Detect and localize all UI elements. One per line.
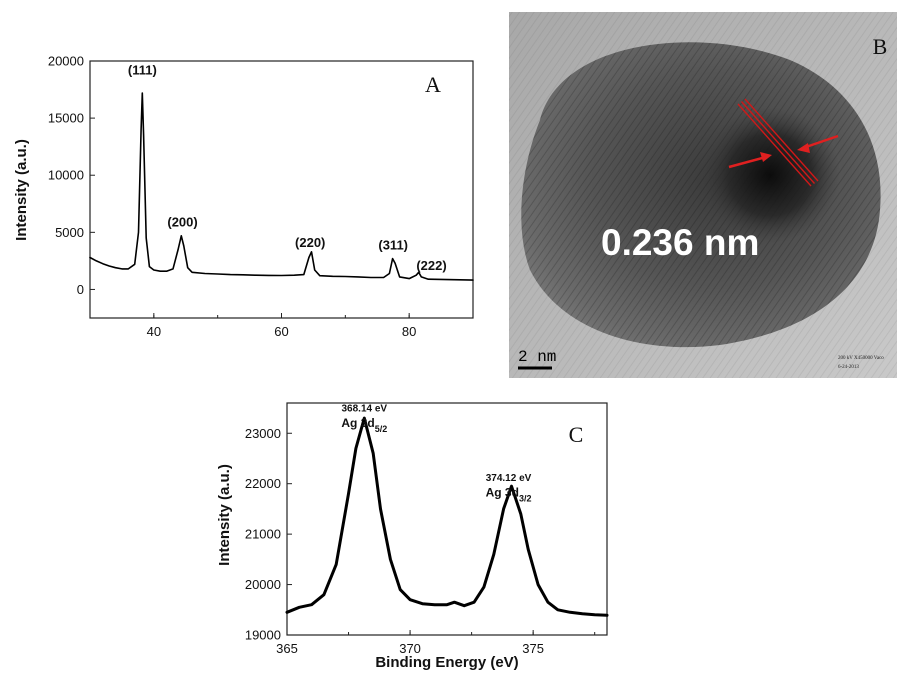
xrd-peak-labels: (111) (200) (220) (311) (222) xyxy=(128,63,447,273)
tem-image: 0.236 nm 2 nm 200 kV X450000 Vaco 6-24-2… xyxy=(509,12,897,378)
y-tick-label: 21000 xyxy=(245,527,281,542)
x-tick-label: 375 xyxy=(522,641,544,656)
y-tick-label: 20000 xyxy=(48,54,84,69)
peak-label: 374.12 eV xyxy=(486,473,532,484)
peak-label: Ag 3d3/2 xyxy=(486,485,532,503)
xps-plot-frame xyxy=(286,402,608,636)
x-tick-label: 40 xyxy=(147,324,161,339)
peak-label: Ag 3d5/2 xyxy=(341,416,387,434)
y-tick-label: 23000 xyxy=(245,426,281,441)
series-line xyxy=(285,416,609,617)
x-tick-label: 60 xyxy=(274,324,288,339)
xrd-y-axis-label: Intensity (a.u.) xyxy=(13,139,30,241)
y-tick-label: 15000 xyxy=(48,111,84,126)
y-tick-label: 22000 xyxy=(245,476,281,491)
xps-y-axis-label: Intensity (a.u.) xyxy=(216,464,233,566)
x-tick-label: 365 xyxy=(276,641,298,656)
xps-series xyxy=(285,416,609,617)
scale-bar-label: 2 nm xyxy=(518,348,556,366)
xrd-x-axis: 40 60 80 xyxy=(89,313,474,339)
peak-label: 368.14 eV xyxy=(341,404,387,415)
y-tick-label: 5000 xyxy=(55,225,84,240)
xrd-chart: 0 5000 10000 15000 20000 40 60 80 (111) (200) (2… xyxy=(13,54,474,339)
fringe-line xyxy=(740,101,816,184)
lattice-spacing-label: 0.236 nm xyxy=(601,222,759,263)
xps-x-axis-label: Binding Energy (eV) xyxy=(375,654,518,671)
peak-label: (200) xyxy=(167,215,197,230)
peak-label: (111) xyxy=(128,63,157,78)
xps-x-axis: 365 370 375 xyxy=(276,630,596,656)
fringe-line xyxy=(744,98,819,182)
red-arrow-left xyxy=(728,152,772,169)
xps-y-axis: 19000 20000 21000 22000 23000 xyxy=(245,426,292,643)
xrd-y-axis: 0 5000 10000 15000 20000 xyxy=(48,54,95,297)
peak-label: (222) xyxy=(416,258,446,273)
xrd-series xyxy=(89,92,474,281)
red-arrow-right xyxy=(797,134,839,153)
peak-label: (311) xyxy=(378,237,408,252)
panel-a-label: A xyxy=(425,72,441,97)
lattice-fringe-lines xyxy=(737,98,819,187)
y-tick-label: 20000 xyxy=(245,577,281,592)
y-tick-label: 19000 xyxy=(245,628,281,643)
panel-b-label: B xyxy=(873,34,888,59)
panel-c-label: C xyxy=(569,422,584,447)
xrd-plot-frame xyxy=(89,60,474,319)
fringe-line xyxy=(737,103,812,187)
y-tick-label: 0 xyxy=(77,282,84,297)
microscope-info-line2: 6-24-2013 xyxy=(838,365,859,370)
x-tick-label: 80 xyxy=(402,324,416,339)
peak-label: (220) xyxy=(295,235,325,250)
series-line xyxy=(89,92,474,281)
y-tick-label: 10000 xyxy=(48,168,84,183)
microscope-info-line1: 200 kV X450000 Vaco xyxy=(838,356,884,361)
x-tick-label: 370 xyxy=(399,641,421,656)
xps-chart: 19000 20000 21000 22000 23000 365 370 375 368.… xyxy=(216,402,609,671)
